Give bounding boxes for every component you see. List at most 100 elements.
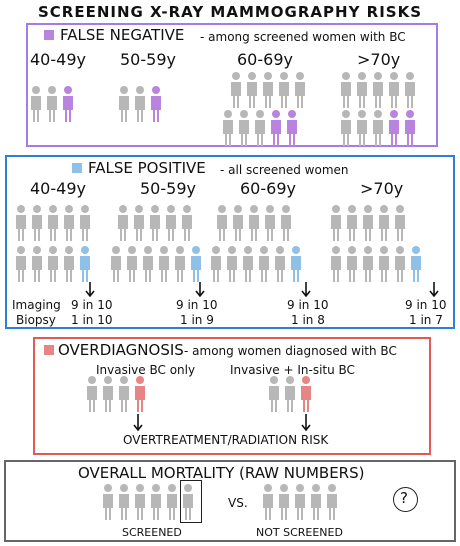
fp-person-figure [166,205,176,241]
false-positive-subtitle: - all screened women [220,163,349,177]
false-positive-label: FALSE POSITIVE [88,159,206,177]
fp-person-figure [16,205,26,241]
fn-person-figure [47,86,57,122]
fp-person-figure [159,246,169,282]
fp-person-figure [48,205,58,241]
fp-person-figure [331,205,341,241]
fn-age-over-70: >70y [357,50,401,69]
fn-person-figure [151,86,161,122]
fp-person-figure [281,205,291,241]
fp-person-figure [347,246,357,282]
false-negative-label: FALSE NEGATIVE [60,26,185,44]
biopsy-row-label: Biopsy [16,313,56,327]
fn-person-figure [341,72,351,108]
invasive-insitu-label: Invasive + In-situ BC [230,363,355,377]
false-negative-panel [26,23,438,147]
fp-person-figure [32,246,42,282]
fp-person-figure [249,205,259,241]
fn-person-figure [373,110,383,146]
fp-person-figure [275,246,285,282]
not-screened-label: NOT SCREENED [256,526,343,539]
fp-person-figure [175,246,185,282]
fp-down-arrow [85,282,95,298]
fp-person-figure [411,246,421,282]
fp-down-arrow [195,282,205,298]
fp-down-arrow [301,282,311,298]
fp-person-figure [111,246,121,282]
fp-biopsy-over-70: 1 in 7 [409,313,443,327]
fn-person-figure [389,72,399,108]
fn-person-figure [135,86,145,122]
fp-person-figure [331,246,341,282]
fp-person-figure [32,205,42,241]
fn-person-figure [223,110,233,146]
highlighted-screened-figure-frame [180,480,202,523]
fp-person-figure [217,205,227,241]
fn-person-figure [63,86,73,122]
fn-person-figure [405,72,415,108]
od-down-arrow [301,414,311,432]
unknown-outcome-circle [393,487,418,512]
fp-person-figure [134,205,144,241]
fp-person-figure [211,246,221,282]
mortality-screened-figure [151,484,161,520]
fn-person-figure [279,72,289,108]
vs-label: VS. [228,496,248,510]
mortality-screened-figure [167,484,177,520]
fn-person-figure [263,72,273,108]
mortality-screened-figure [135,484,145,520]
fp-person-figure [265,205,275,241]
fp-person-figure [118,205,128,241]
fp-person-figure [395,205,405,241]
fp-age-60-69: 60-69y [240,179,296,198]
fp-person-figure [363,246,373,282]
fn-person-figure [247,72,257,108]
fp-person-figure [182,205,192,241]
false-positive-panel [5,155,455,329]
fp-person-figure [291,246,301,282]
fp-person-figure [347,205,357,241]
fp-person-figure [379,205,389,241]
mortality-panel [4,460,456,542]
mortality-not-screened-figure [295,484,305,520]
fn-person-figure [405,110,415,146]
fn-person-figure [389,110,399,146]
false-negative-subtitle: - among screened women with BC [200,30,406,44]
fn-person-figure [271,110,281,146]
fn-person-figure [287,110,297,146]
mortality-screened-figure [183,484,193,520]
fp-biopsy-50-59: 1 in 9 [180,313,214,327]
mortality-not-screened-figure [327,484,337,520]
fn-age-50-59: 50-59y [120,50,176,69]
od-person-figure [285,376,295,412]
mortality-not-screened-figure [263,484,273,520]
fn-person-figure [295,72,305,108]
fp-imaging-40-49: 9 in 10 [71,298,113,312]
fp-person-figure [64,246,74,282]
fp-person-figure [243,246,253,282]
od-person-figure [119,376,129,412]
fn-person-figure [357,72,367,108]
overtreatment-risk-label: OVERTREATMENT/RADIATION RISK [123,433,329,447]
fp-biopsy-40-49: 1 in 10 [71,313,113,327]
fn-person-figure [119,86,129,122]
fp-age-over-70: >70y [360,179,404,198]
fn-person-figure [373,72,383,108]
fp-person-figure [191,246,201,282]
screened-label: SCREENED [122,526,182,539]
fp-person-figure [80,246,90,282]
fp-person-figure [363,205,373,241]
fp-person-figure [233,205,243,241]
infographic-title: SCREENING X-RAY MAMMOGRAPHY RISKS [37,3,423,21]
mortality-title: OVERALL MORTALITY (RAW NUMBERS) [78,464,365,482]
fn-person-figure [255,110,265,146]
red-swatch [44,345,54,355]
fp-imaging-60-69: 9 in 10 [287,298,329,312]
fp-person-figure [16,246,26,282]
fn-person-figure [31,86,41,122]
fp-person-figure [48,246,58,282]
od-person-figure [135,376,145,412]
